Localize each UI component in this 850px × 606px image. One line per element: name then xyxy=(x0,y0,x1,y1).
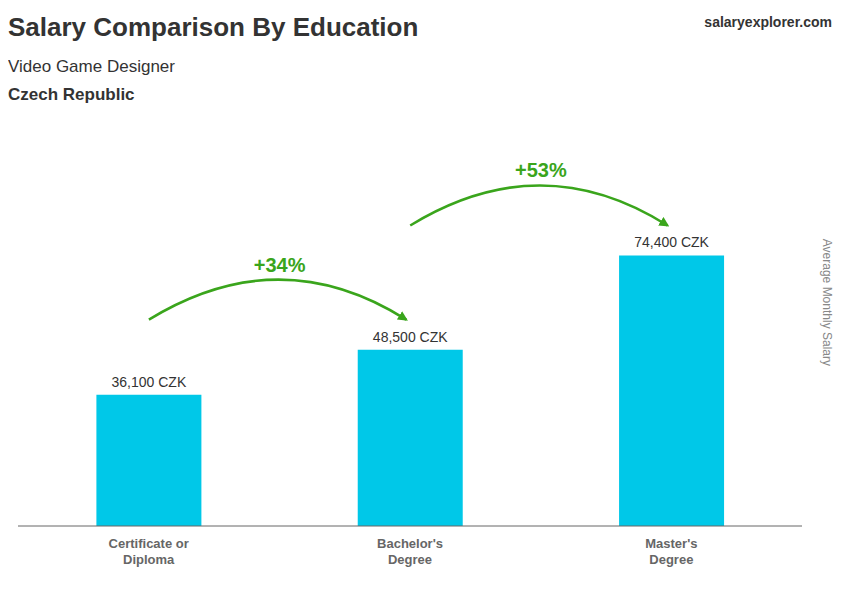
html-text:Video Game Designer: Video Game Designer xyxy=(8,57,175,76)
svg-text:+34%: +34% xyxy=(254,254,306,276)
svg-text:Bachelor'sDegree: Bachelor'sDegree xyxy=(377,536,443,567)
svg-text:36,100 CZK: 36,100 CZK xyxy=(112,374,187,390)
svg-text:Average Monthly Salary: Average Monthly Salary xyxy=(820,239,834,366)
svg-text:48,500 CZK: 48,500 CZK xyxy=(373,329,448,345)
svg-text:Certificate orDiploma: Certificate orDiploma xyxy=(109,536,189,567)
html-text:Salary Comparison By Education: Salary Comparison By Education xyxy=(8,12,419,42)
svg-text:Master'sDegree: Master'sDegree xyxy=(645,536,697,567)
svg-text:+53%: +53% xyxy=(515,159,567,181)
html-text:Czech Republic: Czech Republic xyxy=(8,85,135,104)
html-text:salaryexplorer.com: salaryexplorer.com xyxy=(704,14,832,30)
svg-text:74,400 CZK: 74,400 CZK xyxy=(634,234,709,250)
